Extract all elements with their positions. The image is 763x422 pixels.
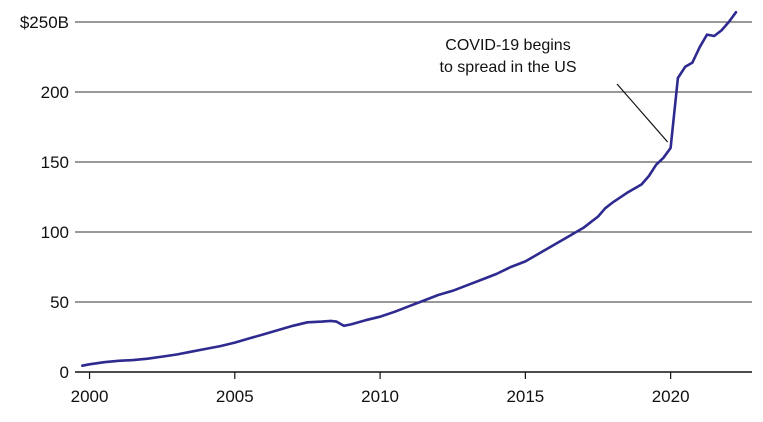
y-tick-label: 200 [41,83,69,102]
y-tick-label: 50 [50,293,69,312]
x-tick-label: 2015 [506,387,544,406]
y-tick-label: 150 [41,153,69,172]
y-tick-label: 100 [41,223,69,242]
series-layer [81,10,738,367]
annotation-leader-line [616,83,669,143]
x-tick-label: 2010 [361,387,399,406]
annotation: COVID-19 begins to spread in the US [440,37,669,143]
x-axis-tick-labels: 2000 2005 2010 2015 2020 [71,372,690,406]
series-line [81,10,738,367]
x-tick-label: 2005 [216,387,254,406]
y-tick-label: 0 [60,363,69,382]
annotation-line-2: to spread in the US [440,59,577,76]
gridlines [75,21,752,373]
y-tick-label: $250B [20,13,69,32]
annotation-line-1: COVID-19 begins [445,37,570,54]
y-axis-tick-labels: 0 50 100 150 200 $250B [20,13,69,382]
x-tick-label: 2020 [652,387,690,406]
x-tick-label: 2000 [71,387,109,406]
